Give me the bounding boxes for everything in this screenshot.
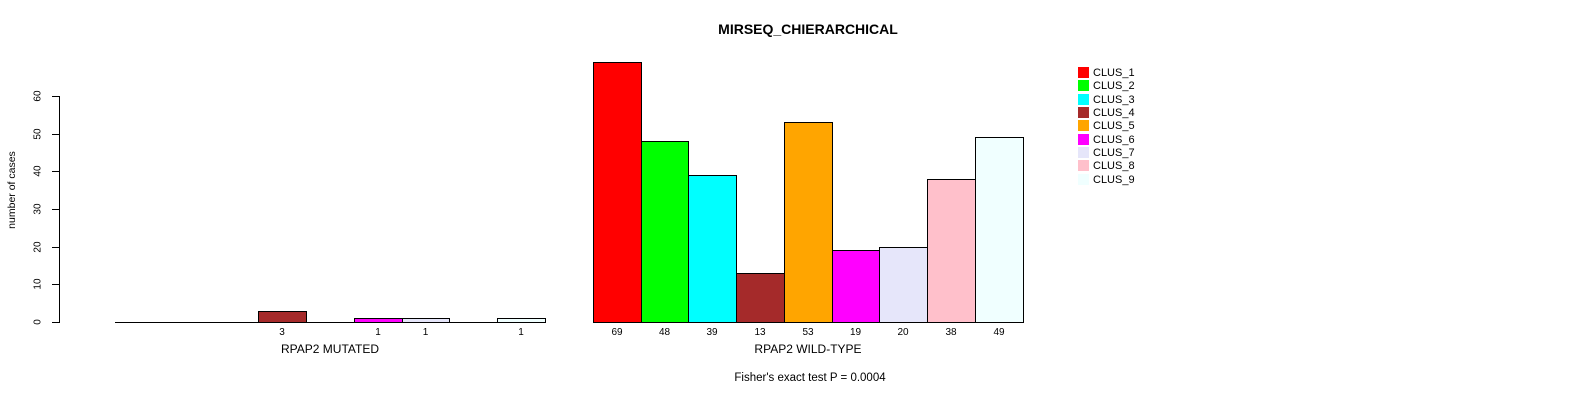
legend-swatch-clus_4 — [1078, 107, 1089, 118]
bar-value-label: 39 — [706, 327, 718, 338]
bar-clus_3 — [688, 175, 737, 323]
bar-zero-clus_5 — [306, 322, 355, 323]
bar-clus_5 — [784, 122, 833, 323]
legend-label-clus_6: CLUS_6 — [1093, 133, 1135, 146]
bar-value-label: 1 — [375, 327, 381, 338]
bar-clus_6 — [832, 250, 880, 323]
legend-label-clus_8: CLUS_8 — [1093, 159, 1135, 172]
bar-clus_8 — [927, 179, 976, 323]
chart-title: MIRSEQ_CHIERARCHICAL — [718, 21, 898, 37]
bar-clus_9 — [497, 318, 546, 323]
bar-value-label: 1 — [422, 327, 429, 338]
legend-label-clus_9: CLUS_9 — [1093, 173, 1135, 186]
legend-label-clus_1: CLUS_1 — [1093, 66, 1135, 79]
bar-value-label: 3 — [279, 327, 285, 338]
bar-zero-clus_3 — [211, 322, 259, 323]
y-axis-line — [59, 96, 60, 323]
y-axis-tick — [52, 247, 59, 248]
y-axis-tick — [52, 96, 59, 97]
bar-value-label: 53 — [802, 327, 814, 338]
y-axis-tick — [52, 284, 59, 285]
bar-clus_9 — [975, 137, 1024, 323]
bar-value-label: 49 — [993, 327, 1005, 338]
bar-value-label: 48 — [658, 327, 671, 338]
legend-swatch-clus_7 — [1078, 147, 1089, 158]
bar-clus_4 — [258, 311, 307, 323]
bar-zero-clus_1 — [115, 322, 164, 323]
bar-clus_1 — [593, 62, 642, 323]
x-group-label: RPAP2 WILD-TYPE — [754, 342, 862, 356]
legend-swatch-clus_5 — [1078, 120, 1089, 131]
legend-label-clus_2: CLUS_2 — [1093, 79, 1135, 92]
bar-zero-clus_2 — [163, 322, 212, 323]
legend-label-clus_4: CLUS_4 — [1093, 106, 1135, 119]
x-group-label: RPAP2 MUTATED — [280, 342, 380, 356]
legend-swatch-clus_2 — [1078, 80, 1089, 91]
bar-value-label: 1 — [518, 327, 524, 338]
y-axis-tick — [52, 322, 59, 323]
bar-clus_4 — [736, 273, 785, 323]
legend-swatch-clus_3 — [1078, 94, 1089, 105]
legend-label-clus_3: CLUS_3 — [1093, 93, 1135, 106]
bar-value-label: 38 — [945, 327, 957, 338]
bar-zero-clus_8 — [449, 322, 498, 323]
y-axis-tick — [52, 171, 59, 172]
legend-swatch-clus_9 — [1078, 174, 1089, 185]
y-axis-tick — [52, 134, 59, 135]
bar-value-label: 69 — [611, 327, 623, 338]
legend-label-clus_5: CLUS_5 — [1093, 119, 1135, 132]
legend-swatch-clus_1 — [1078, 67, 1089, 78]
legend-swatch-clus_6 — [1078, 134, 1089, 145]
bar-clus_7 — [879, 247, 928, 323]
bar-value-label: 13 — [754, 327, 766, 338]
fisher-test-note: Fisher's exact test P = 0.0004 — [734, 372, 886, 384]
bar-clus_7 — [402, 318, 450, 323]
y-axis-tick — [52, 209, 59, 210]
bar-value-label: 20 — [897, 327, 909, 338]
legend-label-clus_7: CLUS_7 — [1093, 146, 1135, 159]
bar-value-label: 19 — [849, 327, 862, 338]
legend-swatch-clus_8 — [1078, 160, 1089, 171]
